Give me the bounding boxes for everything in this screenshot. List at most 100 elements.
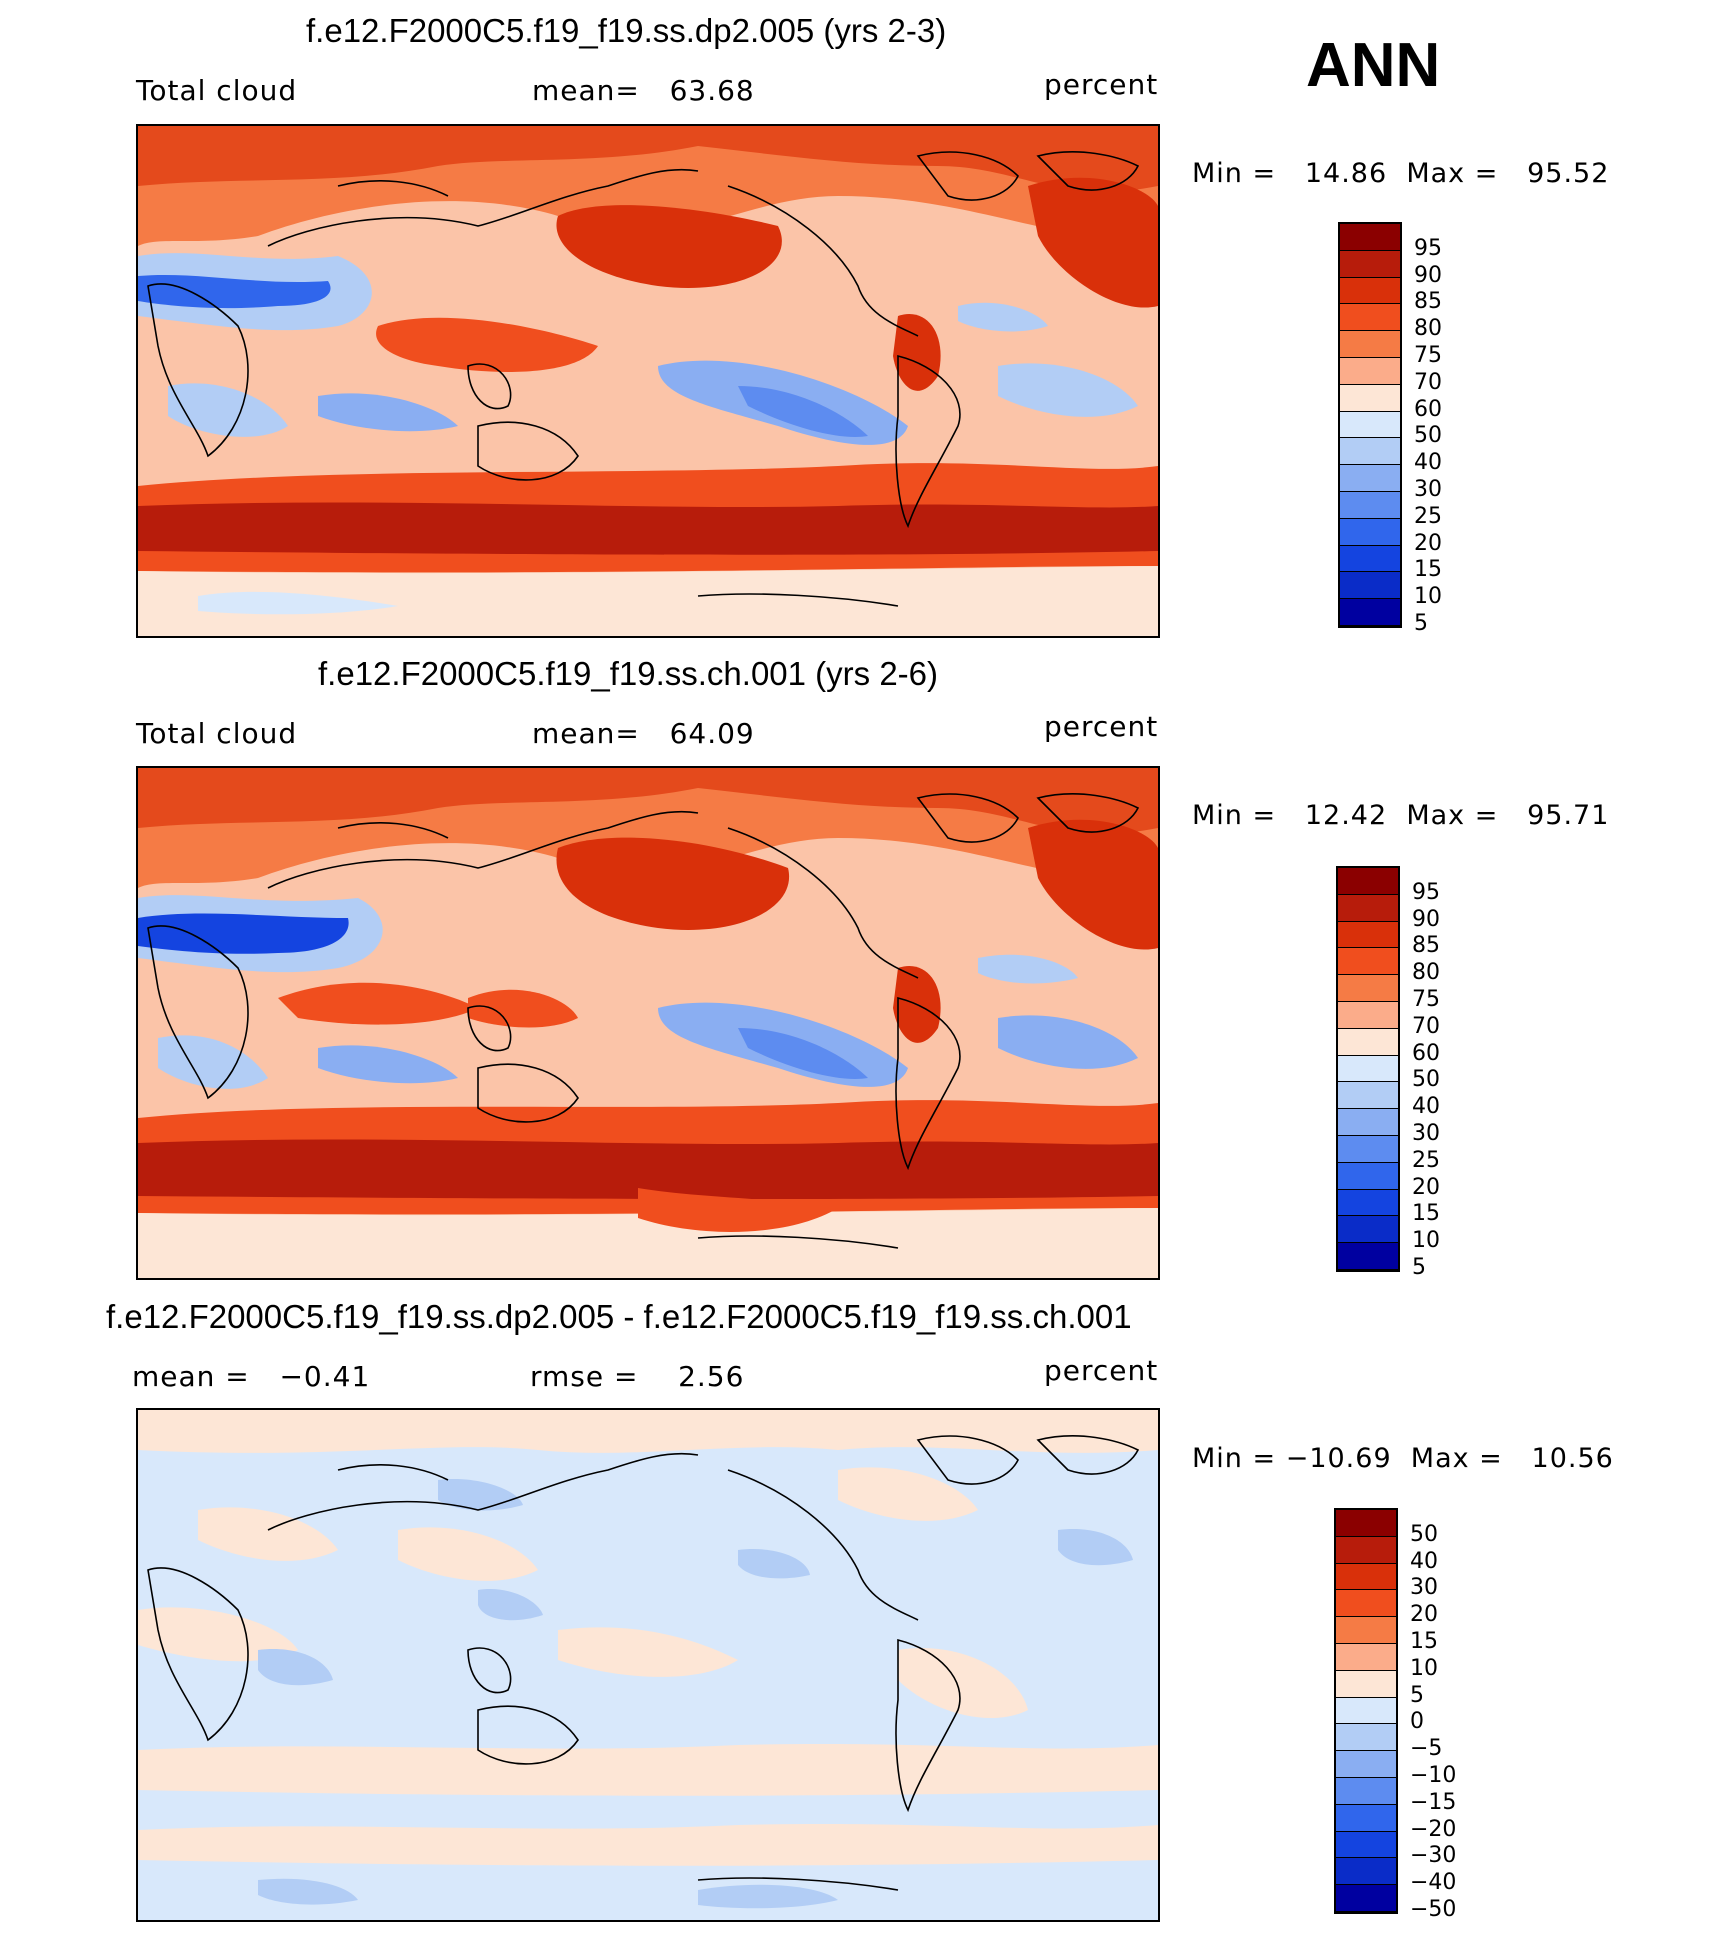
panel3-contour-field [138, 1410, 1158, 1920]
panel3-colorbar-swatch [1336, 1590, 1396, 1618]
panel3-colorbar-swatch [1336, 1670, 1396, 1698]
panel3-colorbar-swatch [1336, 1536, 1396, 1564]
panel1-colorbar-tick-label: 25 [1414, 503, 1442, 529]
panel3-colorbar-swatch [1336, 1510, 1396, 1537]
panel2-colorbar-tick-label: 30 [1412, 1121, 1440, 1146]
panel2-colorbar-tick-label: 15 [1412, 1201, 1440, 1227]
panel1-colorbar-swatch [1340, 572, 1400, 600]
panel1-units-label: percent [1044, 68, 1159, 101]
panel1-colorbar-swatch [1340, 384, 1400, 412]
panel1-mean-label: mean= 63.68 [532, 74, 755, 107]
panel1-colorbar-tick-label: 5 [1414, 611, 1428, 636]
panel2-colorbar-tick-label: 5 [1412, 1255, 1426, 1280]
panel3-colorbar [1334, 1508, 1398, 1914]
panel2-colorbar-swatch [1338, 1028, 1398, 1056]
panel2-colorbar-swatch [1338, 1189, 1398, 1217]
panel1-colorbar-tick-label: 95 [1414, 235, 1442, 261]
panel1-variable-label: Total cloud [136, 74, 298, 107]
panel1-colorbar-swatch [1340, 465, 1400, 492]
panel1-colorbar-swatch [1340, 599, 1400, 626]
panel1-colorbar [1338, 222, 1402, 628]
panel1-colorbar-tick-label: 20 [1414, 530, 1442, 556]
panel3-colorbar-tick-label: 0 [1410, 1709, 1424, 1735]
panel2-colorbar-swatch [1338, 1055, 1398, 1083]
panel3-colorbar-swatch [1336, 1858, 1396, 1886]
panel3-title: f.e12.F2000C5.f19_f19.ss.dp2.005 - f.e12… [106, 1298, 1132, 1335]
panel2-colorbar-tick-label: 85 [1412, 933, 1440, 959]
panel3-colorbar-tick-label: 20 [1410, 1602, 1438, 1628]
panel3-colorbar-tick-label: −10 [1410, 1763, 1457, 1788]
season-label: ANN [1306, 31, 1441, 100]
panel1-colorbar-swatch [1340, 331, 1400, 358]
panel2-colorbar-tick-label: 25 [1412, 1147, 1440, 1173]
panel2-colorbar-tick-label: 60 [1412, 1040, 1440, 1066]
panel2-variable-label: Total cloud [136, 717, 298, 750]
panel2-colorbar-tick-label: 40 [1412, 1094, 1440, 1120]
panel3-units-label: percent [1044, 1354, 1159, 1387]
panel1-colorbar-swatch [1340, 492, 1400, 519]
panel3-colorbar-tick-label: −30 [1410, 1843, 1457, 1869]
panel1-contour-field [138, 126, 1158, 636]
panel2-title: f.e12.F2000C5.f19_f19.ss.ch.001 (yrs 2-6… [318, 655, 939, 692]
panel3-rmse-label: rmse = 2.56 [530, 1360, 745, 1393]
panel2-colorbar-swatch [1338, 921, 1398, 949]
panel2-colorbar-swatch [1338, 1243, 1398, 1270]
panel2-colorbar-swatch [1338, 1082, 1398, 1110]
panel2-colorbar-tick-label: 20 [1412, 1174, 1440, 1200]
panel2-colorbar-tick-label: 95 [1412, 879, 1440, 905]
panel1-colorbar-swatch [1340, 438, 1400, 466]
panel1-colorbar-swatch [1340, 277, 1400, 305]
panel2-colorbar-swatch [1338, 1002, 1398, 1029]
panel1-minmax: Min = 14.86 Max = 95.52 [1192, 158, 1610, 189]
panel1-colorbar-tick-label: 50 [1414, 423, 1442, 449]
panel3-colorbar-tick-label: 5 [1410, 1682, 1424, 1708]
panel2-colorbar-swatch [1338, 948, 1398, 976]
panel2-colorbar-tick-label: 50 [1412, 1067, 1440, 1093]
panel3-colorbar-swatch [1336, 1778, 1396, 1805]
panel3-colorbar-swatch [1336, 1885, 1396, 1912]
panel1-colorbar-swatch [1340, 250, 1400, 278]
panel2-colorbar-swatch [1338, 1109, 1398, 1136]
panel2-colorbar [1336, 866, 1400, 1272]
panel1-colorbar-swatch [1340, 304, 1400, 332]
panel3-mean-label: mean = −0.41 [132, 1360, 371, 1393]
panel3-colorbar-swatch [1336, 1644, 1396, 1671]
panel3-colorbar-tick-label: −20 [1410, 1816, 1457, 1842]
panel1-map [136, 124, 1160, 638]
panel3-colorbar-tick-label: −15 [1410, 1789, 1457, 1815]
panel1-colorbar-swatch [1340, 518, 1400, 546]
panel3-colorbar-tick-label: 30 [1410, 1575, 1438, 1601]
panel1-colorbar-tick-label: 60 [1414, 396, 1442, 422]
panel3-colorbar-swatch [1336, 1804, 1396, 1832]
panel3-colorbar-swatch [1336, 1751, 1396, 1778]
panel2-colorbar-tick-label: 80 [1412, 960, 1440, 986]
panel2-colorbar-tick-label: 75 [1412, 987, 1440, 1012]
panel3-colorbar-tick-label: 15 [1410, 1629, 1438, 1654]
panel3-colorbar-swatch [1336, 1831, 1396, 1859]
panel1-title: f.e12.F2000C5.f19_f19.ss.dp2.005 (yrs 2-… [306, 12, 947, 49]
panel3-colorbar-swatch [1336, 1724, 1396, 1752]
panel1-colorbar-swatch [1340, 224, 1400, 251]
panel1-colorbar-swatch [1340, 411, 1400, 439]
panel2-colorbar-tick-label: 10 [1412, 1228, 1440, 1254]
panel3-colorbar-tick-label: −40 [1410, 1870, 1457, 1896]
panel2-map [136, 766, 1160, 1280]
panel1-colorbar-tick-label: 70 [1414, 369, 1442, 395]
panel3-colorbar-tick-label: −50 [1410, 1897, 1457, 1922]
panel1-colorbar-tick-label: 75 [1414, 343, 1442, 368]
panel2-colorbar-swatch [1338, 1162, 1398, 1190]
panel2-colorbar-swatch [1338, 894, 1398, 922]
panel2-contour-field [138, 768, 1158, 1278]
panel3-colorbar-swatch [1336, 1697, 1396, 1725]
panel3-map [136, 1408, 1160, 1922]
panel2-mean-label: mean= 64.09 [532, 717, 755, 750]
panel1-colorbar-tick-label: 10 [1414, 584, 1442, 610]
panel1-colorbar-swatch [1340, 358, 1400, 385]
panel1-colorbar-tick-label: 90 [1414, 262, 1442, 288]
panel3-colorbar-tick-label: 40 [1410, 1548, 1438, 1574]
panel3-colorbar-tick-label: −5 [1410, 1736, 1443, 1762]
panel1-colorbar-tick-label: 80 [1414, 316, 1442, 342]
panel1-colorbar-tick-label: 85 [1414, 289, 1442, 315]
panel3-colorbar-tick-label: 10 [1410, 1655, 1438, 1681]
panel2-colorbar-swatch [1338, 1136, 1398, 1163]
